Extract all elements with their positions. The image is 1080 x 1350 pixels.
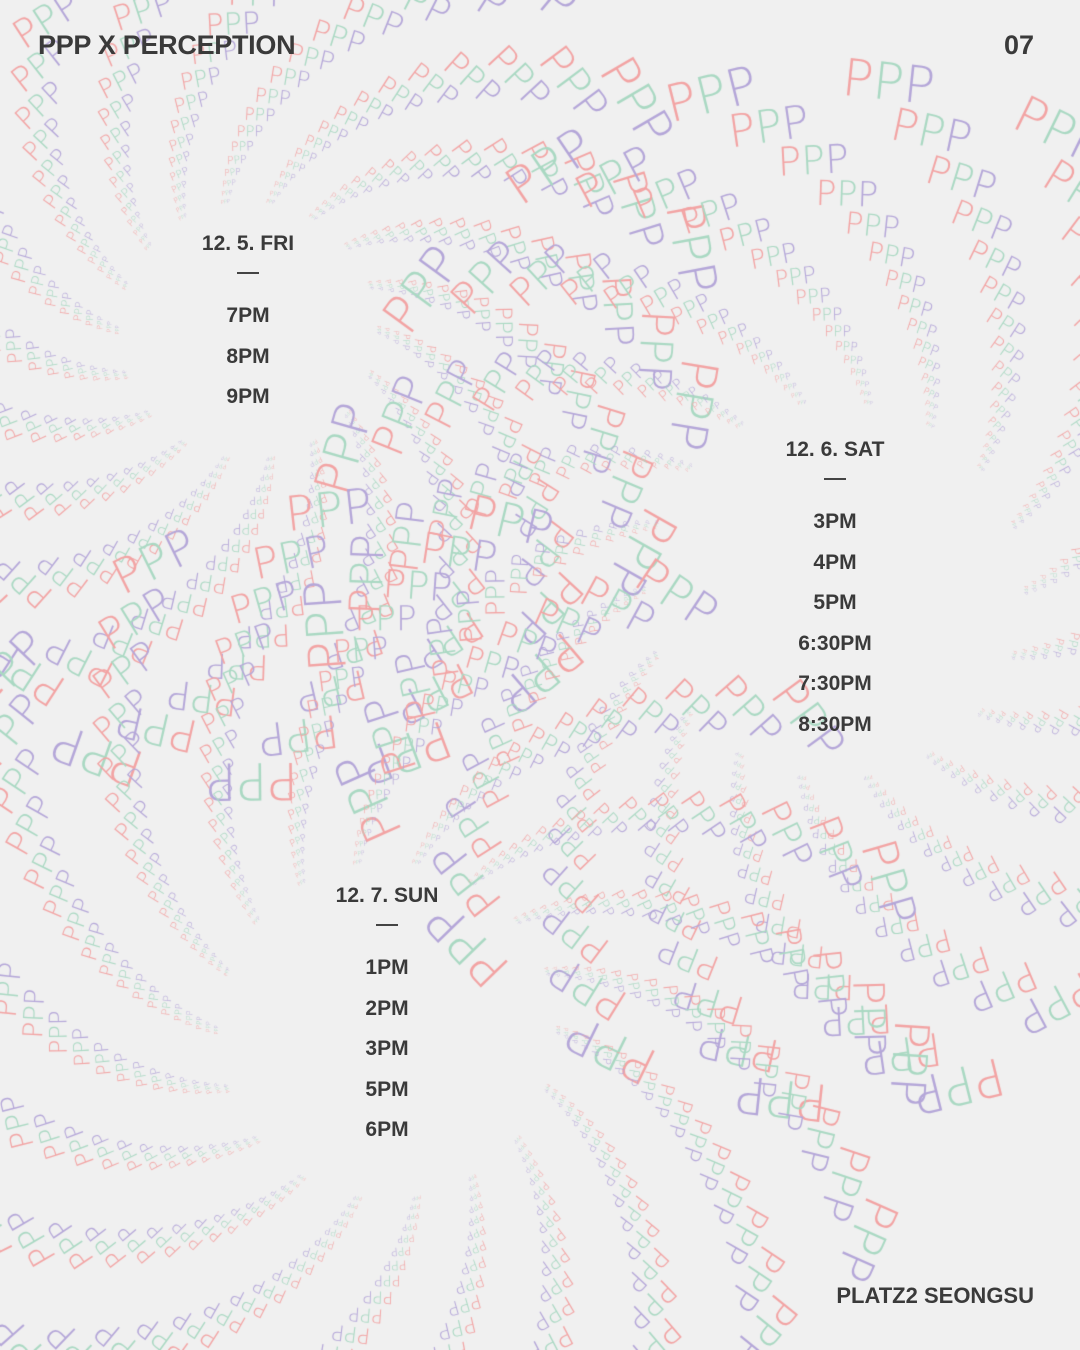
schedule-time: 7PM [226, 304, 270, 327]
schedule-sun: 12. 7. SUN 1PM 2PM 3PM 5PM 6PM [267, 884, 507, 1159]
schedule-time: 6PM [365, 1118, 409, 1142]
schedule-time: 8:30PM [798, 712, 872, 736]
schedule-time: 7:30PM [798, 672, 872, 696]
schedule-date: 12. 5. FRI [201, 232, 295, 255]
schedule-time: 2PM [365, 996, 409, 1020]
schedule-time: 8PM [226, 344, 270, 368]
schedule-date: 12. 7. SUN [335, 884, 439, 907]
schedule-time: 3PM [813, 510, 857, 533]
schedule-time: 5PM [813, 591, 857, 615]
schedule-time: 1PM [365, 956, 409, 979]
venue-label: PLATZ2 SEONGSU [836, 1283, 1034, 1308]
poster-title: PPP X PERCEPTION [38, 30, 296, 60]
schedule-time: 3PM [365, 1037, 409, 1061]
schedule-time: 9PM [226, 385, 270, 409]
divider [237, 272, 259, 274]
divider [376, 924, 398, 926]
schedule-time: 5PM [365, 1077, 409, 1101]
schedule-time: 4PM [813, 550, 857, 574]
page-number: 07 [1003, 30, 1034, 60]
divider [824, 478, 846, 480]
schedule-time: 6:30PM [798, 631, 872, 655]
schedule-sat: 12. 6. SAT 3PM 4PM 5PM 6:30PM 7:30PM 8:3… [715, 438, 955, 754]
schedule-date: 12. 6. SAT [785, 438, 885, 461]
schedule-fri: 12. 5. FRI 7PM 8PM 9PM [128, 232, 368, 426]
